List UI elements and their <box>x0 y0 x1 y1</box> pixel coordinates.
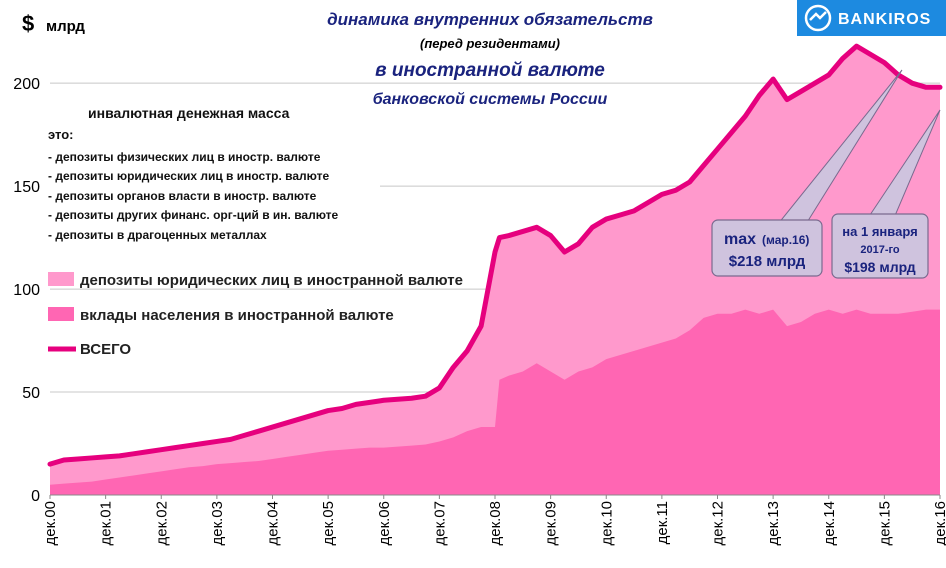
note-backdrop <box>40 105 380 245</box>
note-intro: это: <box>48 127 73 142</box>
title-line-2: (перед резидентами) <box>420 36 560 51</box>
x-tick-label: дек.05 <box>320 501 337 546</box>
x-tick-labels: дек.00 дек.01 дек.02 дек.03 дек.04 дек.05 дек.… <box>42 495 946 546</box>
callout-max-box <box>711 219 823 277</box>
legend: депозиты юридических лиц в иностранной в… <box>48 272 463 358</box>
title-line-3: в иностранной валюте <box>375 60 605 81</box>
x-tick-label: дек.11 <box>654 501 671 544</box>
currency-symbol: $ <box>22 11 34 36</box>
x-tick-label: дек.09 <box>543 501 560 546</box>
note-item-2: - депозиты юридических лиц в иностр. вал… <box>48 169 329 183</box>
callout-max: max (мар.16) $218 млрд <box>711 69 903 277</box>
x-tick-label: дек.00 <box>42 501 59 546</box>
callout-jan2017-box <box>831 213 929 279</box>
note-item-4: - депозиты других финанс. орг-ций в ин. … <box>48 208 339 222</box>
note-item-5: - депозиты в драгоценных металлах <box>48 228 267 242</box>
callout-max-value: $218 млрд <box>729 253 806 270</box>
x-tick-label: дек.04 <box>265 501 282 546</box>
title-line-1: динамика внутренних обязательств <box>327 10 653 29</box>
x-tick-label: дек.02 <box>153 501 170 546</box>
callout-jan2017-line1: на 1 января <box>842 224 917 239</box>
y-tick-label: 200 <box>13 76 40 93</box>
callout-jan2017: на 1 января 2017-го $198 млрд <box>831 109 941 279</box>
area-household-deposits <box>50 309 940 495</box>
x-tick-label: дек.03 <box>209 501 226 546</box>
title-line-4: банковской системы России <box>373 91 608 108</box>
brand-name: BANKIROS <box>838 11 931 28</box>
legend-label-total: ВСЕГО <box>80 341 131 358</box>
y-tick-label: 50 <box>22 385 40 402</box>
brand-mark-arrow-icon <box>809 11 827 21</box>
x-tick-label: дек.10 <box>598 501 615 546</box>
note-item-3: - депозиты органов власти в иностр. валю… <box>48 189 317 203</box>
y-tick-labels: 0 50 100 150 200 <box>13 76 40 505</box>
x-tick-label: дек.14 <box>821 501 838 546</box>
y-tick-label: 0 <box>31 488 40 505</box>
brand-mark-icon <box>804 4 832 32</box>
x-tick-label: дек.15 <box>876 501 893 546</box>
legend-label-household: вклады населения в иностранной валюте <box>80 307 394 324</box>
x-tick-label: дек.07 <box>431 501 448 546</box>
legend-label-corporate: депозиты юридических лиц в иностранной в… <box>80 272 463 289</box>
y-tick-label: 100 <box>13 282 40 299</box>
y-tick-label: 150 <box>13 179 40 196</box>
x-tick-label: дек.13 <box>765 501 782 546</box>
x-tick-label: дек.06 <box>376 501 393 546</box>
callout-jan2017-line2: 2017-го <box>860 244 900 256</box>
legend-swatch-household <box>48 307 74 321</box>
line-series <box>47 43 943 467</box>
note-item-1: - депозиты физических лиц в иностр. валю… <box>48 150 321 164</box>
x-tick-label: дек.08 <box>487 501 504 546</box>
callout-jan2017-value: $198 млрд <box>844 259 915 275</box>
x-tick-label: дек.16 <box>932 501 946 546</box>
line-total <box>47 43 943 467</box>
brand-logo: BANKIROS <box>797 0 946 36</box>
callout-max-word: max <box>724 231 756 248</box>
legend-swatch-corporate <box>48 272 74 286</box>
x-tick-label: дек.12 <box>710 501 727 546</box>
note-header: инвалютная денежная масса <box>88 105 290 121</box>
area-series <box>50 46 940 495</box>
x-tick-label: дек.01 <box>98 501 115 546</box>
callout-max-date: (мар.16) <box>762 233 809 247</box>
unit-label: млрд <box>46 18 85 35</box>
